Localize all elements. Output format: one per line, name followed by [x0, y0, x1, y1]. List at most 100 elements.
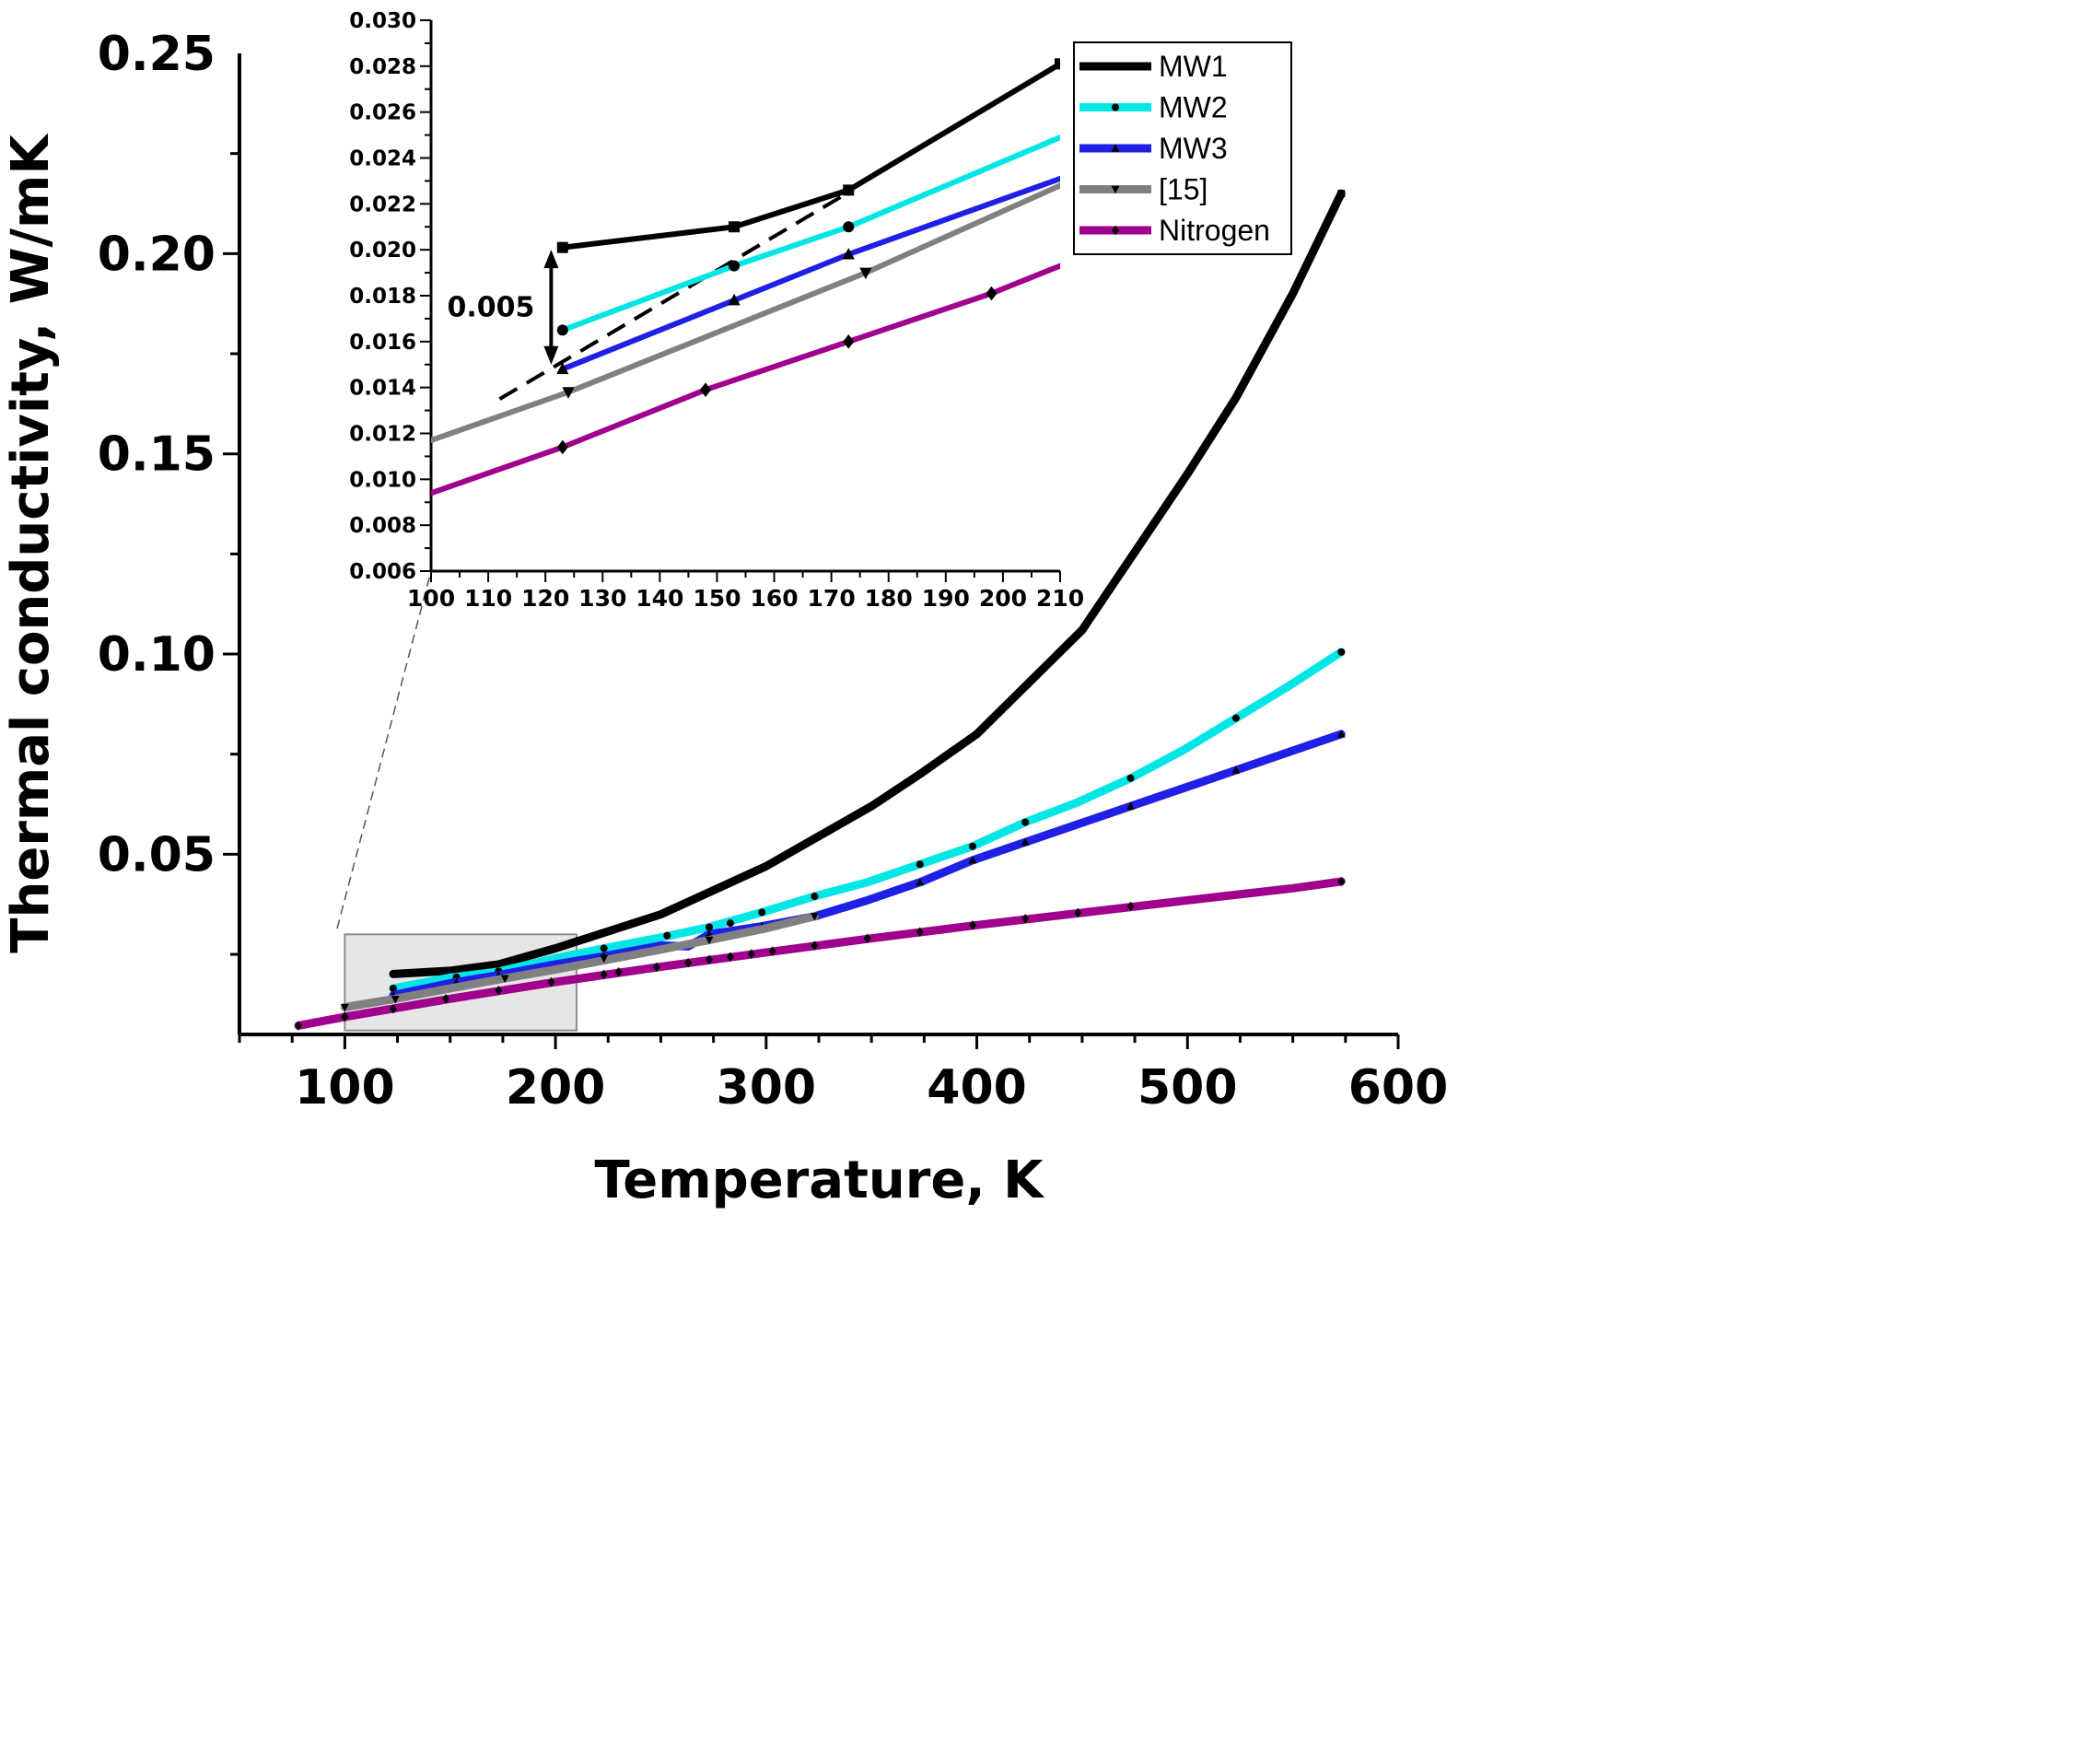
legend-marker-15: [1111, 185, 1120, 194]
legend: MW1 MW2 MW3 [15] Nitrogen: [1073, 41, 1292, 255]
main-series-nitrogen-point: [547, 976, 555, 987]
x-tick-label: 500: [1138, 1060, 1238, 1116]
x-tick-label: 300: [717, 1060, 817, 1116]
main-series-mw3-point: [1126, 801, 1135, 810]
inset-series-mw1-point: [556, 241, 568, 253]
x-axis-label: Temperature, K: [595, 1151, 1046, 1210]
main-series-mw2-point: [1337, 648, 1346, 656]
main-series-nitrogen-point: [747, 949, 755, 959]
main-series-nitrogen-point: [600, 969, 608, 979]
legend-marker-mw1: [1112, 63, 1119, 70]
inset-x-tick-label: 190: [922, 585, 970, 612]
annotation-arrow-head-up: [543, 250, 559, 269]
inset-x-tick-label: 180: [865, 585, 913, 612]
inset-series-15-point: [859, 267, 872, 280]
legend-label-mw2: MW2: [1159, 91, 1228, 124]
inset-x-tick-label: 200: [979, 585, 1027, 612]
main-series-mw3-point: [968, 856, 977, 864]
main-series-15-point: [500, 975, 509, 983]
main-series-mw2-point: [811, 893, 819, 901]
main-series-15-point: [705, 936, 714, 945]
main-series-nitrogen-point: [1126, 901, 1135, 912]
inset-x-tick-label: 140: [636, 585, 683, 612]
inset-series-mw1-point: [843, 184, 855, 196]
inset-y-tick-label: 0.028: [349, 55, 416, 79]
inset-y-tick-label: 0.012: [349, 423, 416, 447]
main-series-nitrogen-point: [295, 1021, 303, 1031]
main-series-nitrogen-point: [614, 966, 623, 977]
y-tick-label: 0.10: [98, 627, 216, 683]
main-series-nitrogen-point: [968, 920, 976, 930]
inset-series-mw1-point: [729, 221, 741, 233]
main-series-nitrogen-point: [726, 952, 734, 962]
main-series-15-point: [391, 996, 400, 1004]
x-tick-label: 400: [927, 1060, 1027, 1116]
inset-series-nitrogen-point: [556, 439, 568, 455]
inset-series-mw1-line: [559, 61, 1060, 251]
main-series-nitrogen-point: [684, 957, 693, 968]
main-series-mw2-point: [1021, 818, 1030, 826]
y-tick-label: 0.25: [98, 27, 216, 82]
main-series-15-point: [600, 954, 609, 964]
inset-x-tick-label: 110: [464, 585, 512, 612]
main-series-nitrogen-point: [811, 940, 819, 951]
inset-y-tick-label: 0.016: [349, 331, 416, 355]
inset-series-mw2-point: [729, 260, 741, 272]
main-series-mw3-line: [389, 730, 1346, 999]
inset-x-tick-label: 210: [1036, 585, 1084, 612]
x-tick-label: 600: [1348, 1060, 1449, 1116]
main-series-mw2-point: [1126, 774, 1135, 782]
inset-series-mw3-line: [559, 175, 1060, 372]
y-tick-label: 0.20: [98, 227, 216, 282]
legend-label-15: [15]: [1159, 173, 1208, 206]
inset-series-mw3-point: [728, 293, 741, 306]
inset-series-nitrogen-line: [431, 263, 1060, 496]
main-series-mw2-point: [706, 923, 714, 931]
main-plot: 100 200 300 400 500 600 0.05 0.10 0.15 0.20 0.25 Te…: [1, 27, 1448, 1210]
inset-x-tick-label: 120: [521, 585, 569, 612]
main-series-mw2-point: [968, 842, 976, 850]
main-series-nitrogen-point: [652, 962, 660, 973]
main-series-mw2-point: [726, 919, 734, 928]
main-series-mw2-line: [389, 648, 1346, 993]
inset-y-tick-label: 0.010: [349, 468, 416, 492]
main-series-mw2-point: [1231, 714, 1240, 722]
inset-x-tick-label: 130: [578, 585, 626, 612]
main-series-nitrogen-point: [341, 1011, 349, 1022]
inset-series-mw3-point: [842, 247, 855, 260]
legend-label-mw1: MW1: [1159, 50, 1228, 83]
x-tick-label: 100: [295, 1060, 395, 1116]
inset-series-15-point: [562, 387, 575, 399]
inset-x-tick-label: 170: [808, 585, 856, 612]
inset-series-nitrogen-point: [700, 382, 712, 397]
main-series-15-point: [811, 913, 819, 921]
main-series-nitrogen-point: [389, 1003, 397, 1014]
main-series-mw3-point: [916, 878, 925, 886]
inset-series-mw2-point: [556, 324, 568, 336]
inset-series-mw3-point: [556, 362, 569, 375]
inset-series-mw2-line: [559, 134, 1060, 333]
inset-series-nitrogen-point: [986, 286, 998, 301]
inset-series-group: [431, 58, 1060, 496]
main-series-nitrogen-line: [294, 877, 1346, 1030]
inset-series-mw2-point: [843, 221, 855, 233]
main-series-nitrogen-point: [863, 933, 871, 943]
inset-plot: 100 110 120 130 140 150 160 170 180 190 200 210 0.00…: [349, 9, 1084, 612]
legend-label-mw3: MW3: [1159, 132, 1228, 165]
main-series-mw2-point: [758, 908, 766, 917]
main-series-mw2-point: [916, 860, 924, 869]
main-series-nitrogen-point: [1021, 914, 1030, 924]
inset-x-tick-label: 150: [693, 585, 741, 612]
main-series-mw3-point: [1231, 765, 1241, 774]
x-tick-label: 200: [506, 1060, 606, 1116]
main-series-nitrogen-point: [706, 954, 714, 964]
inset-y-tick-label: 0.008: [349, 514, 416, 538]
legend-marker-mw2: [1112, 103, 1119, 111]
legend-label-nitrogen: Nitrogen: [1159, 214, 1270, 247]
legend-marker-nitrogen: [1112, 225, 1119, 236]
inset-y-tick-label: 0.018: [349, 285, 416, 309]
inset-dashed-reference-line: [498, 191, 850, 401]
legend-marker-mw3: [1111, 144, 1120, 152]
annotation-arrow-head-down: [543, 345, 559, 365]
